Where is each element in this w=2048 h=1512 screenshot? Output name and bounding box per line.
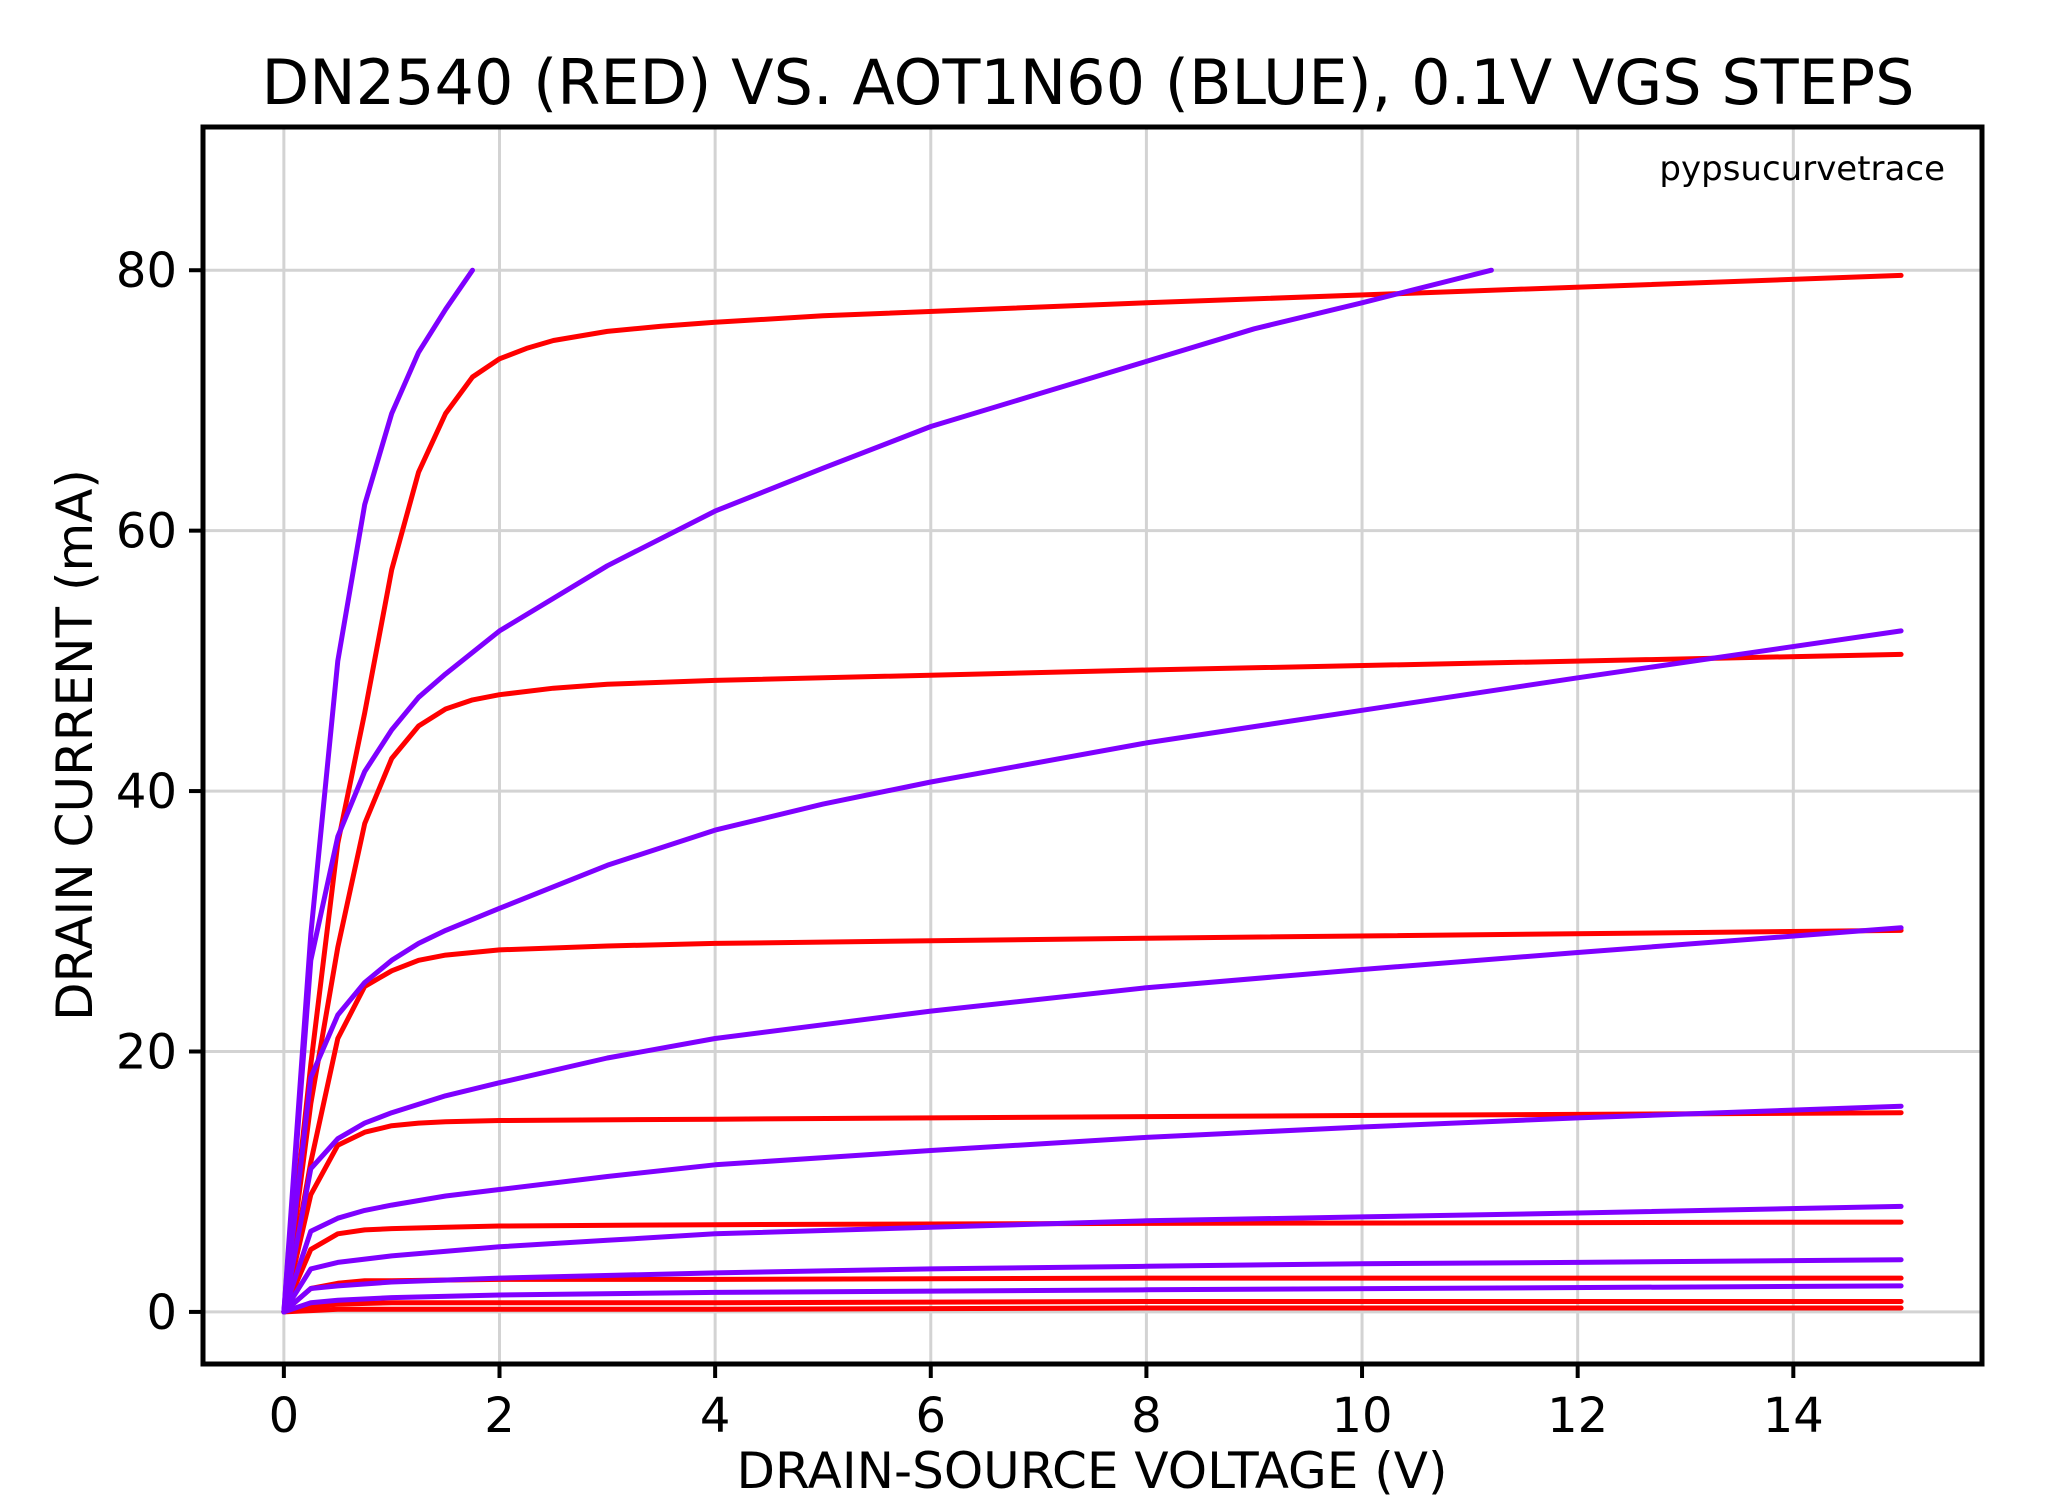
y-tick-label: 20	[116, 1024, 177, 1080]
red-curve-3	[281, 1219, 1904, 1315]
blue-curve-14	[281, 267, 1494, 1315]
red-curve-5	[281, 927, 1904, 1315]
x-tick-label: 14	[1763, 1388, 1824, 1444]
grid	[203, 127, 1982, 1364]
red-curve-1	[281, 1299, 1904, 1315]
chart-title: DN2540 (RED) VS. AOT1N60 (BLUE), 0.1V VG…	[261, 46, 1914, 119]
x-tick-label: 10	[1332, 1388, 1393, 1444]
ticks: 0 2 4 6 8 10 12 14 0 20 40 60 80	[116, 243, 1824, 1444]
x-tick-label: 8	[1131, 1388, 1162, 1444]
blue-curve-10	[281, 1203, 1904, 1315]
blue-curve-12	[281, 925, 1904, 1315]
red-curve-7	[281, 272, 1904, 1315]
red-curve-6	[281, 651, 1904, 1315]
y-axis-label: DRAIN CURRENT (mA)	[46, 469, 104, 1021]
plot-frame	[200, 124, 1985, 1367]
y-tick-label: 60	[116, 504, 177, 560]
blue-curve-11	[281, 1103, 1904, 1315]
x-tick-label: 12	[1547, 1388, 1608, 1444]
blue-curve-15	[281, 267, 475, 1315]
red-curve-4	[281, 1110, 1904, 1315]
y-tick-label: 40	[116, 764, 177, 820]
series-group	[281, 267, 1904, 1315]
x-tick-label: 2	[484, 1388, 515, 1444]
blue-curve-9	[281, 1257, 1904, 1315]
x-tick-label: 6	[915, 1388, 946, 1444]
red-curve-0	[281, 1305, 1904, 1315]
y-tick-label: 80	[116, 243, 177, 299]
x-tick-label: 4	[700, 1388, 731, 1444]
y-tick-label: 0	[146, 1285, 177, 1341]
blue-curve-8	[281, 1283, 1904, 1315]
x-tick-label: 0	[269, 1388, 300, 1444]
watermark: pypsucurvetrace	[1659, 149, 1945, 189]
blue-curve-13	[281, 628, 1904, 1315]
x-axis-label: DRAIN-SOURCE VOLTAGE (V)	[736, 1442, 1447, 1500]
